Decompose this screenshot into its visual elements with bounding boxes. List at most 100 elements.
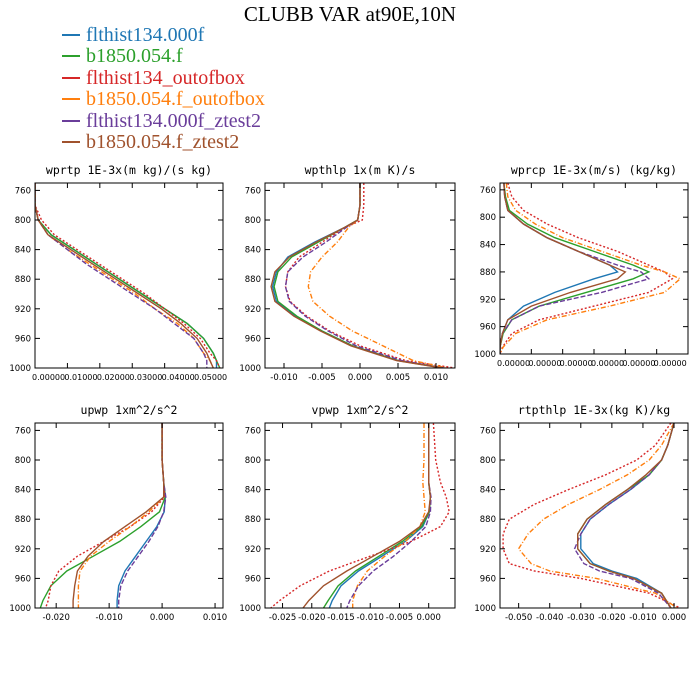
legend-entry: flthist134.000f_ztest2 xyxy=(62,110,265,132)
series-line xyxy=(500,183,627,354)
series-line xyxy=(270,183,443,368)
legend: flthist134.000f b1850.054.f flthist134_o… xyxy=(62,24,265,153)
series-line xyxy=(577,423,675,608)
x-tick-label: -0.020 xyxy=(42,613,69,623)
y-tick-label: 920 xyxy=(245,545,261,555)
panel-title: wprcp 1E-3x(m/s) (kg/kg) xyxy=(511,163,677,177)
y-tick-label: 760 xyxy=(15,186,31,196)
x-tick-label: -0.020 xyxy=(298,613,325,623)
series-line xyxy=(500,183,651,354)
y-tick-label: 960 xyxy=(245,334,261,344)
x-tick-label: -0.040 xyxy=(536,613,563,623)
x-tick-label: -0.010 xyxy=(270,373,297,383)
chart-panel: wprcp 1E-3x(m/s) (kg/kg) 760 800 840 880 920 9… xyxy=(474,163,689,368)
legend-swatch xyxy=(62,98,80,101)
x-tick-label: -0.005 xyxy=(308,373,335,383)
x-tick-label: 0.00000 xyxy=(497,359,530,368)
legend-label: b1850.054.f_outofbox xyxy=(86,88,265,111)
y-tick-label: 760 xyxy=(480,426,496,436)
x-tick-label: -0.005 xyxy=(386,613,413,623)
y-tick-label: 760 xyxy=(480,186,496,196)
y-tick-label: 880 xyxy=(480,268,496,278)
y-tick-label: 800 xyxy=(15,456,31,466)
x-tick-label: -0.010 xyxy=(357,613,384,623)
series-line xyxy=(117,423,167,608)
series-line xyxy=(284,183,455,368)
y-tick-label: 880 xyxy=(15,275,31,285)
series-line xyxy=(500,183,619,354)
series-line xyxy=(284,183,444,368)
series-line xyxy=(35,183,214,368)
y-tick-label: 800 xyxy=(245,216,261,226)
legend-swatch xyxy=(62,55,80,58)
y-tick-label: 1000 xyxy=(9,364,31,374)
y-tick-label: 840 xyxy=(245,486,261,496)
y-tick-label: 840 xyxy=(15,486,31,496)
legend-label: b1850.054.f xyxy=(86,45,183,68)
y-tick-label: 1000 xyxy=(239,604,261,614)
series-line xyxy=(35,183,218,368)
y-tick-label: 1000 xyxy=(239,364,261,374)
series-line xyxy=(35,183,221,368)
legend-swatch xyxy=(62,33,80,36)
series-line xyxy=(72,423,165,608)
y-tick-label: 840 xyxy=(480,241,496,251)
x-tick-label: -0.015 xyxy=(327,613,354,623)
x-tick-label: 0.000 xyxy=(417,613,441,623)
y-tick-label: 1000 xyxy=(9,604,31,614)
x-tick-label: -0.020 xyxy=(598,613,625,623)
series-line xyxy=(500,183,682,354)
x-tick-label: 0.04000 xyxy=(162,373,195,382)
y-tick-label: 920 xyxy=(480,545,496,555)
chart-panel: vpwp 1xm^2/s^2 760 800 840 880 920 960 1000 -0.0… xyxy=(239,403,456,623)
panel-title: upwp 1xm^2/s^2 xyxy=(81,403,178,417)
series-line xyxy=(270,423,450,608)
x-tick-label: 0.010 xyxy=(203,613,227,623)
y-tick-label: 960 xyxy=(480,574,496,584)
plot-frame xyxy=(264,182,456,369)
panel-title: vpwp 1xm^2/s^2 xyxy=(312,403,409,417)
x-tick-label: 0.000 xyxy=(662,613,686,623)
legend-label: flthist134_outofbox xyxy=(86,66,245,89)
y-tick-label: 880 xyxy=(245,275,261,285)
x-tick-label: 0.010 xyxy=(424,373,448,383)
legend-label: flthist134.000f_ztest2 xyxy=(86,109,261,132)
chart-panel: upwp 1xm^2/s^2 760 800 840 880 920 960 1000 -0.0… xyxy=(9,403,227,623)
legend-label: b1850.054.f_ztest2 xyxy=(86,131,240,154)
y-tick-label: 880 xyxy=(245,515,261,525)
series-line xyxy=(502,423,681,608)
y-tick-label: 840 xyxy=(15,246,31,256)
x-tick-label: 0.00000 xyxy=(622,359,655,368)
y-tick-label: 800 xyxy=(480,456,496,466)
x-tick-label: 0.005 xyxy=(386,373,410,383)
figure-title: CLUBB VAR at90E,10N xyxy=(243,2,457,26)
panel-title: wpthlp 1x(m K)/s xyxy=(305,163,416,177)
legend-swatch xyxy=(62,141,80,144)
x-tick-label: 0.01000 xyxy=(64,373,97,382)
y-tick-label: 920 xyxy=(480,295,496,305)
y-tick-label: 840 xyxy=(480,486,496,496)
series-line xyxy=(500,183,674,354)
legend-entry: flthist134.000f xyxy=(62,24,265,46)
series-line xyxy=(517,423,678,608)
x-tick-label: 0.00000 xyxy=(591,359,624,368)
y-tick-label: 960 xyxy=(480,323,496,333)
y-tick-label: 760 xyxy=(245,426,261,436)
chart-panel: wpthlp 1x(m K)/s 760 800 840 880 920 960 1000 -0… xyxy=(239,163,456,383)
y-tick-label: 880 xyxy=(15,515,31,525)
x-tick-label: 0.00000 xyxy=(32,373,65,382)
series-line xyxy=(35,183,221,368)
x-tick-label: -0.050 xyxy=(505,613,532,623)
plot-frame xyxy=(264,422,456,609)
plot-frame xyxy=(34,422,224,609)
panel-title: rtpthlp 1E-3x(kg K)/kg xyxy=(518,403,670,417)
legend-label: flthist134.000f xyxy=(86,23,205,46)
series-line xyxy=(307,183,448,368)
y-tick-label: 960 xyxy=(245,574,261,584)
series-line xyxy=(44,423,166,608)
x-tick-label: -0.010 xyxy=(95,613,122,623)
y-tick-label: 1000 xyxy=(474,604,496,614)
series-line xyxy=(35,183,208,368)
y-tick-label: 800 xyxy=(480,213,496,223)
y-tick-label: 920 xyxy=(15,545,31,555)
